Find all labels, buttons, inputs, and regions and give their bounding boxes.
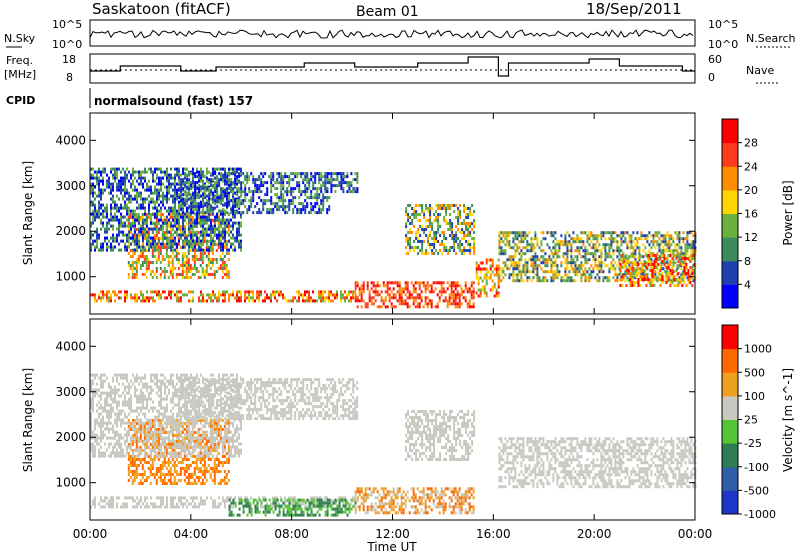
x-tick-label: 08:00 xyxy=(274,527,309,541)
date-title: 18/Sep/2011 xyxy=(586,0,682,18)
freq-right-tick-top: 60 xyxy=(708,53,722,66)
power-colorbar-tick-label: 20 xyxy=(744,184,758,197)
noise-panel: N.Sky 10^5 10^0 10^5 10^0 N.Search xyxy=(4,18,796,51)
time-x-axis: 00:00 04:00 08:00 12:00 16:00 20:00 00:00 xyxy=(73,527,713,541)
power-echo-region xyxy=(90,290,356,303)
x-tick-label: 12:00 xyxy=(375,527,410,541)
power-y-tick-label: 4000 xyxy=(55,133,86,147)
x-tick-label: 16:00 xyxy=(476,527,511,541)
power-echo-region xyxy=(475,258,500,298)
velocity-y-tick-label: 1000 xyxy=(55,476,86,490)
x-tick-label: 20:00 xyxy=(577,527,612,541)
freq-frame xyxy=(89,53,696,84)
power-echo-region xyxy=(405,204,476,255)
velocity-colorbar-tick-label: 500 xyxy=(744,366,765,379)
power-y-label: Slant Range [km] xyxy=(21,161,35,265)
cpid-label: CPID xyxy=(6,94,35,107)
velocity-echo-region xyxy=(228,498,357,517)
power-colorbar: 4 8 12 16 20 24 28 xyxy=(721,118,758,309)
velocity-colorbar-segment xyxy=(722,419,738,444)
power-colorbar-segment xyxy=(722,237,738,262)
x-axis-label: Time UT xyxy=(366,540,417,554)
power-colorbar-segment xyxy=(722,142,738,167)
noise-right-tick-bottom: 10^0 xyxy=(708,38,738,51)
velocity-y-tick-label: 4000 xyxy=(55,339,86,353)
velocity-colorbar-tick-label: 25 xyxy=(744,414,758,427)
beam-title: Beam 01 xyxy=(356,4,419,20)
velocity-colorbar-tick-label: -100 xyxy=(744,461,769,474)
freq-left-tick-bottom: 8 xyxy=(66,71,73,84)
noise-right-label: N.Search xyxy=(746,32,796,45)
power-echo-region xyxy=(324,172,359,194)
velocity-echo-region xyxy=(354,487,475,515)
velocity-colorbar-segment xyxy=(722,490,738,515)
noise-left-tick-top: 10^5 xyxy=(52,18,82,31)
power-colorbar-tick-label: 4 xyxy=(744,278,751,291)
power-colorbar-segment xyxy=(722,119,738,144)
power-colorbar-segment xyxy=(722,189,738,214)
velocity-colorbar-segment xyxy=(722,372,738,397)
power-y-tick-label: 1000 xyxy=(55,270,86,284)
freq-right-label: Nave xyxy=(746,64,774,77)
freq-left-label-1: Freq. xyxy=(6,54,33,67)
noise-left-label: N.Sky xyxy=(4,32,36,45)
cpid-row: CPID normalsound (fast) 157 xyxy=(6,88,253,108)
power-y-axis: 1000 2000 3000 4000 xyxy=(55,113,696,314)
freq-right-tick-bottom: 0 xyxy=(708,71,715,84)
power-colorbar-tick-label: 28 xyxy=(744,137,758,150)
power-y-tick-label: 2000 xyxy=(55,224,86,238)
velocity-colorbar: 1000 500 100 25 -25 -100 -500 -1000 xyxy=(721,324,776,521)
freq-trace xyxy=(90,56,695,77)
power-echo-region xyxy=(178,172,331,215)
velocity-colorbar-segment xyxy=(722,466,738,491)
velocity-colorbar-segment xyxy=(722,348,738,373)
power-y-tick-label: 3000 xyxy=(55,179,86,193)
velocity-colorbar-segment xyxy=(722,325,738,350)
power-echo-region xyxy=(354,281,475,309)
power-colorbar-tick-label: 24 xyxy=(744,160,758,173)
freq-left-label-2: [MHz] xyxy=(4,68,36,81)
velocity-colorbar-tick-label: 1000 xyxy=(744,343,772,356)
velocity-y-tick-label: 3000 xyxy=(55,385,86,399)
x-tick-label: 00:00 xyxy=(678,527,713,541)
velocity-data xyxy=(90,373,697,517)
power-colorbar-label: Power [dB] xyxy=(781,180,795,245)
velocity-y-label: Slant Range [km] xyxy=(21,368,35,472)
velocity-panel: 1000 2000 3000 4000 Slant Range [km] xyxy=(21,318,697,521)
freq-left-tick-top: 18 xyxy=(62,53,76,66)
x-tick-label: 00:00 xyxy=(73,527,108,541)
noise-left-tick-bottom: 10^0 xyxy=(52,38,82,51)
velocity-echo-region xyxy=(405,410,476,461)
velocity-echo-region xyxy=(498,437,697,489)
noise-trace xyxy=(89,29,694,39)
velocity-y-axis: 1000 2000 3000 4000 xyxy=(55,319,696,520)
station-title: Saskatoon (fitACF) xyxy=(92,0,231,18)
velocity-echo-region xyxy=(178,378,359,421)
velocity-colorbar-tick-label: 100 xyxy=(744,390,765,403)
power-echo-region xyxy=(619,254,696,287)
power-colorbar-segment xyxy=(722,260,738,285)
velocity-y-tick-label: 2000 xyxy=(55,430,86,444)
freq-panel: Freq. [MHz] 18 8 60 0 Nave xyxy=(4,53,780,84)
velocity-colorbar-segment xyxy=(722,395,738,420)
power-colorbar-tick-label: 12 xyxy=(744,231,758,244)
velocity-colorbar-tick-label: -500 xyxy=(744,484,769,497)
noise-sky-line xyxy=(89,29,694,39)
velocity-colorbar-label: Velocity [m s^-1] xyxy=(781,368,795,472)
power-colorbar-segment xyxy=(722,213,738,238)
cpid-text: normalsound (fast) 157 xyxy=(94,94,253,108)
velocity-colorbar-tick-label: -1000 xyxy=(744,508,776,521)
power-colorbar-segment xyxy=(722,284,738,309)
power-colorbar-tick-label: 16 xyxy=(744,208,758,221)
x-tick-label: 04:00 xyxy=(174,527,209,541)
noise-right-tick-top: 10^5 xyxy=(708,18,738,31)
power-colorbar-tick-label: 8 xyxy=(744,255,751,268)
velocity-colorbar-segment xyxy=(722,443,738,468)
power-data xyxy=(90,167,697,309)
velocity-colorbar-tick-label: -25 xyxy=(744,437,762,450)
noise-frame xyxy=(89,19,696,47)
power-panel: 1000 2000 3000 4000 Slant Range [km] xyxy=(21,112,697,315)
power-colorbar-segment xyxy=(722,166,738,191)
